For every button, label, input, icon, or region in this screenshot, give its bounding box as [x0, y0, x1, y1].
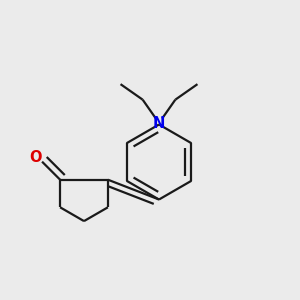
- Text: O: O: [29, 150, 42, 165]
- Text: N: N: [153, 116, 165, 130]
